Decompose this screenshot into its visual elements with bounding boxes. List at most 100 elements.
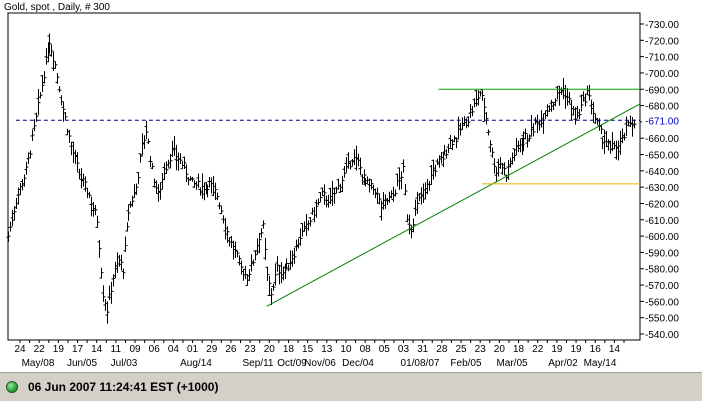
price-bar <box>101 285 106 302</box>
price-bar <box>32 119 37 132</box>
x-period-label: Sep/11 <box>243 358 274 369</box>
x-tick-label: 15 <box>302 344 314 355</box>
price-bar <box>49 44 54 57</box>
x-tick-label: 13 <box>321 344 333 355</box>
price-bar <box>109 281 114 304</box>
x-period-label: Oct/09 <box>277 358 307 369</box>
price-bar <box>136 172 141 185</box>
x-tick-label: 18 <box>283 344 295 355</box>
price-bar <box>399 171 404 190</box>
gold-price-chart: Gold, spot , Daily, # 300 -540.00 -550.00… <box>4 2 690 369</box>
y-tick-label: -580.00 <box>645 265 679 276</box>
x-tick-label: 09 <box>129 344 141 355</box>
x-tick-label: 19 <box>571 344 583 355</box>
price-bar <box>12 205 17 221</box>
x-tick-label: 23 <box>245 344 257 355</box>
x-tick-label: 17 <box>72 344 84 355</box>
y-tick-label: -560.00 <box>645 297 679 308</box>
price-bar <box>75 152 80 172</box>
y-tick-label: -700.00 <box>645 69 679 80</box>
price-bar <box>259 228 264 238</box>
price-bar <box>168 153 173 169</box>
status-datetime: 06 Jun 2007 11:24:41 EST (+1000) <box>28 380 219 394</box>
y-tick-label: -640.00 <box>645 167 679 178</box>
x-period-label: Jul/03 <box>111 358 138 369</box>
price-bar <box>205 184 210 198</box>
price-bar <box>121 268 126 280</box>
price-bar <box>340 175 345 193</box>
plot-frame <box>7 12 641 341</box>
price-bar <box>148 156 153 168</box>
price-bar <box>215 192 220 201</box>
price-bar <box>482 98 487 122</box>
price-bar <box>446 143 451 154</box>
price-bar <box>269 288 274 306</box>
y-tick-label: -620.00 <box>645 199 679 210</box>
y-tick-label: -690.00 <box>645 85 679 96</box>
price-bar <box>67 130 72 143</box>
price-bar <box>531 123 536 137</box>
price-bars <box>6 33 637 324</box>
price-bar <box>488 140 493 153</box>
price-bar <box>257 233 262 254</box>
price-bar <box>144 120 149 140</box>
x-tick-label: 10 <box>340 344 352 355</box>
price-bar <box>87 191 92 198</box>
current-price-label: -671.00 <box>645 116 679 127</box>
price-bar <box>40 75 45 93</box>
x-period-label: Feb/05 <box>450 358 482 369</box>
price-bar <box>247 269 252 282</box>
x-tick-label: 01 <box>187 344 199 355</box>
price-bar <box>123 236 128 253</box>
price-bar <box>273 263 278 286</box>
price-bar <box>369 179 374 190</box>
price-bar <box>126 204 131 221</box>
price-bar <box>332 187 337 204</box>
x-tick-label: 03 <box>398 344 410 355</box>
x-period-label: Jun/05 <box>67 358 97 369</box>
x-tick-label: 20 <box>264 344 276 355</box>
price-bar <box>24 161 29 175</box>
price-bar <box>261 220 266 229</box>
price-bar <box>348 161 353 170</box>
x-period-label: Mar/05 <box>496 358 528 369</box>
price-bar <box>415 191 420 214</box>
x-tick-label: 06 <box>149 344 161 355</box>
x-axis: 24 22 19 17 14 11 09 06 04 01 29 26 23 20 18 15 13 10 08 05… <box>14 340 625 369</box>
y-tick-label: -730.00 <box>645 20 679 31</box>
price-bar <box>233 241 238 259</box>
status-light-icon <box>6 381 18 393</box>
price-bar <box>61 101 66 122</box>
price-bar <box>318 192 323 202</box>
price-bar <box>407 214 412 235</box>
price-bar <box>213 182 218 201</box>
current-price-label-bg <box>642 114 690 127</box>
price-bar <box>36 89 41 116</box>
price-bar <box>8 221 13 232</box>
price-bar <box>411 218 416 233</box>
y-tick-label: -660.00 <box>645 134 679 145</box>
price-bar <box>150 162 155 170</box>
price-bar <box>142 135 147 150</box>
price-bar <box>38 92 43 99</box>
price-bar <box>239 260 244 275</box>
price-bar <box>342 165 347 178</box>
x-tick-label: 19 <box>53 344 65 355</box>
x-tick-label: 22 <box>532 344 544 355</box>
price-bar <box>30 129 35 141</box>
x-tick-label: 29 <box>206 344 218 355</box>
price-bar <box>591 102 596 123</box>
price-bar <box>573 107 578 125</box>
price-bar <box>284 258 289 269</box>
price-bar <box>444 149 449 159</box>
price-bar <box>28 150 33 159</box>
x-tick-label: 20 <box>494 344 506 355</box>
price-bar <box>146 138 151 145</box>
price-bar <box>196 173 201 189</box>
price-bar <box>466 116 471 128</box>
price-bar <box>298 228 303 246</box>
x-tick-label: 26 <box>225 344 237 355</box>
price-bar <box>358 157 363 176</box>
price-bar <box>99 267 104 279</box>
price-bar <box>403 184 408 196</box>
